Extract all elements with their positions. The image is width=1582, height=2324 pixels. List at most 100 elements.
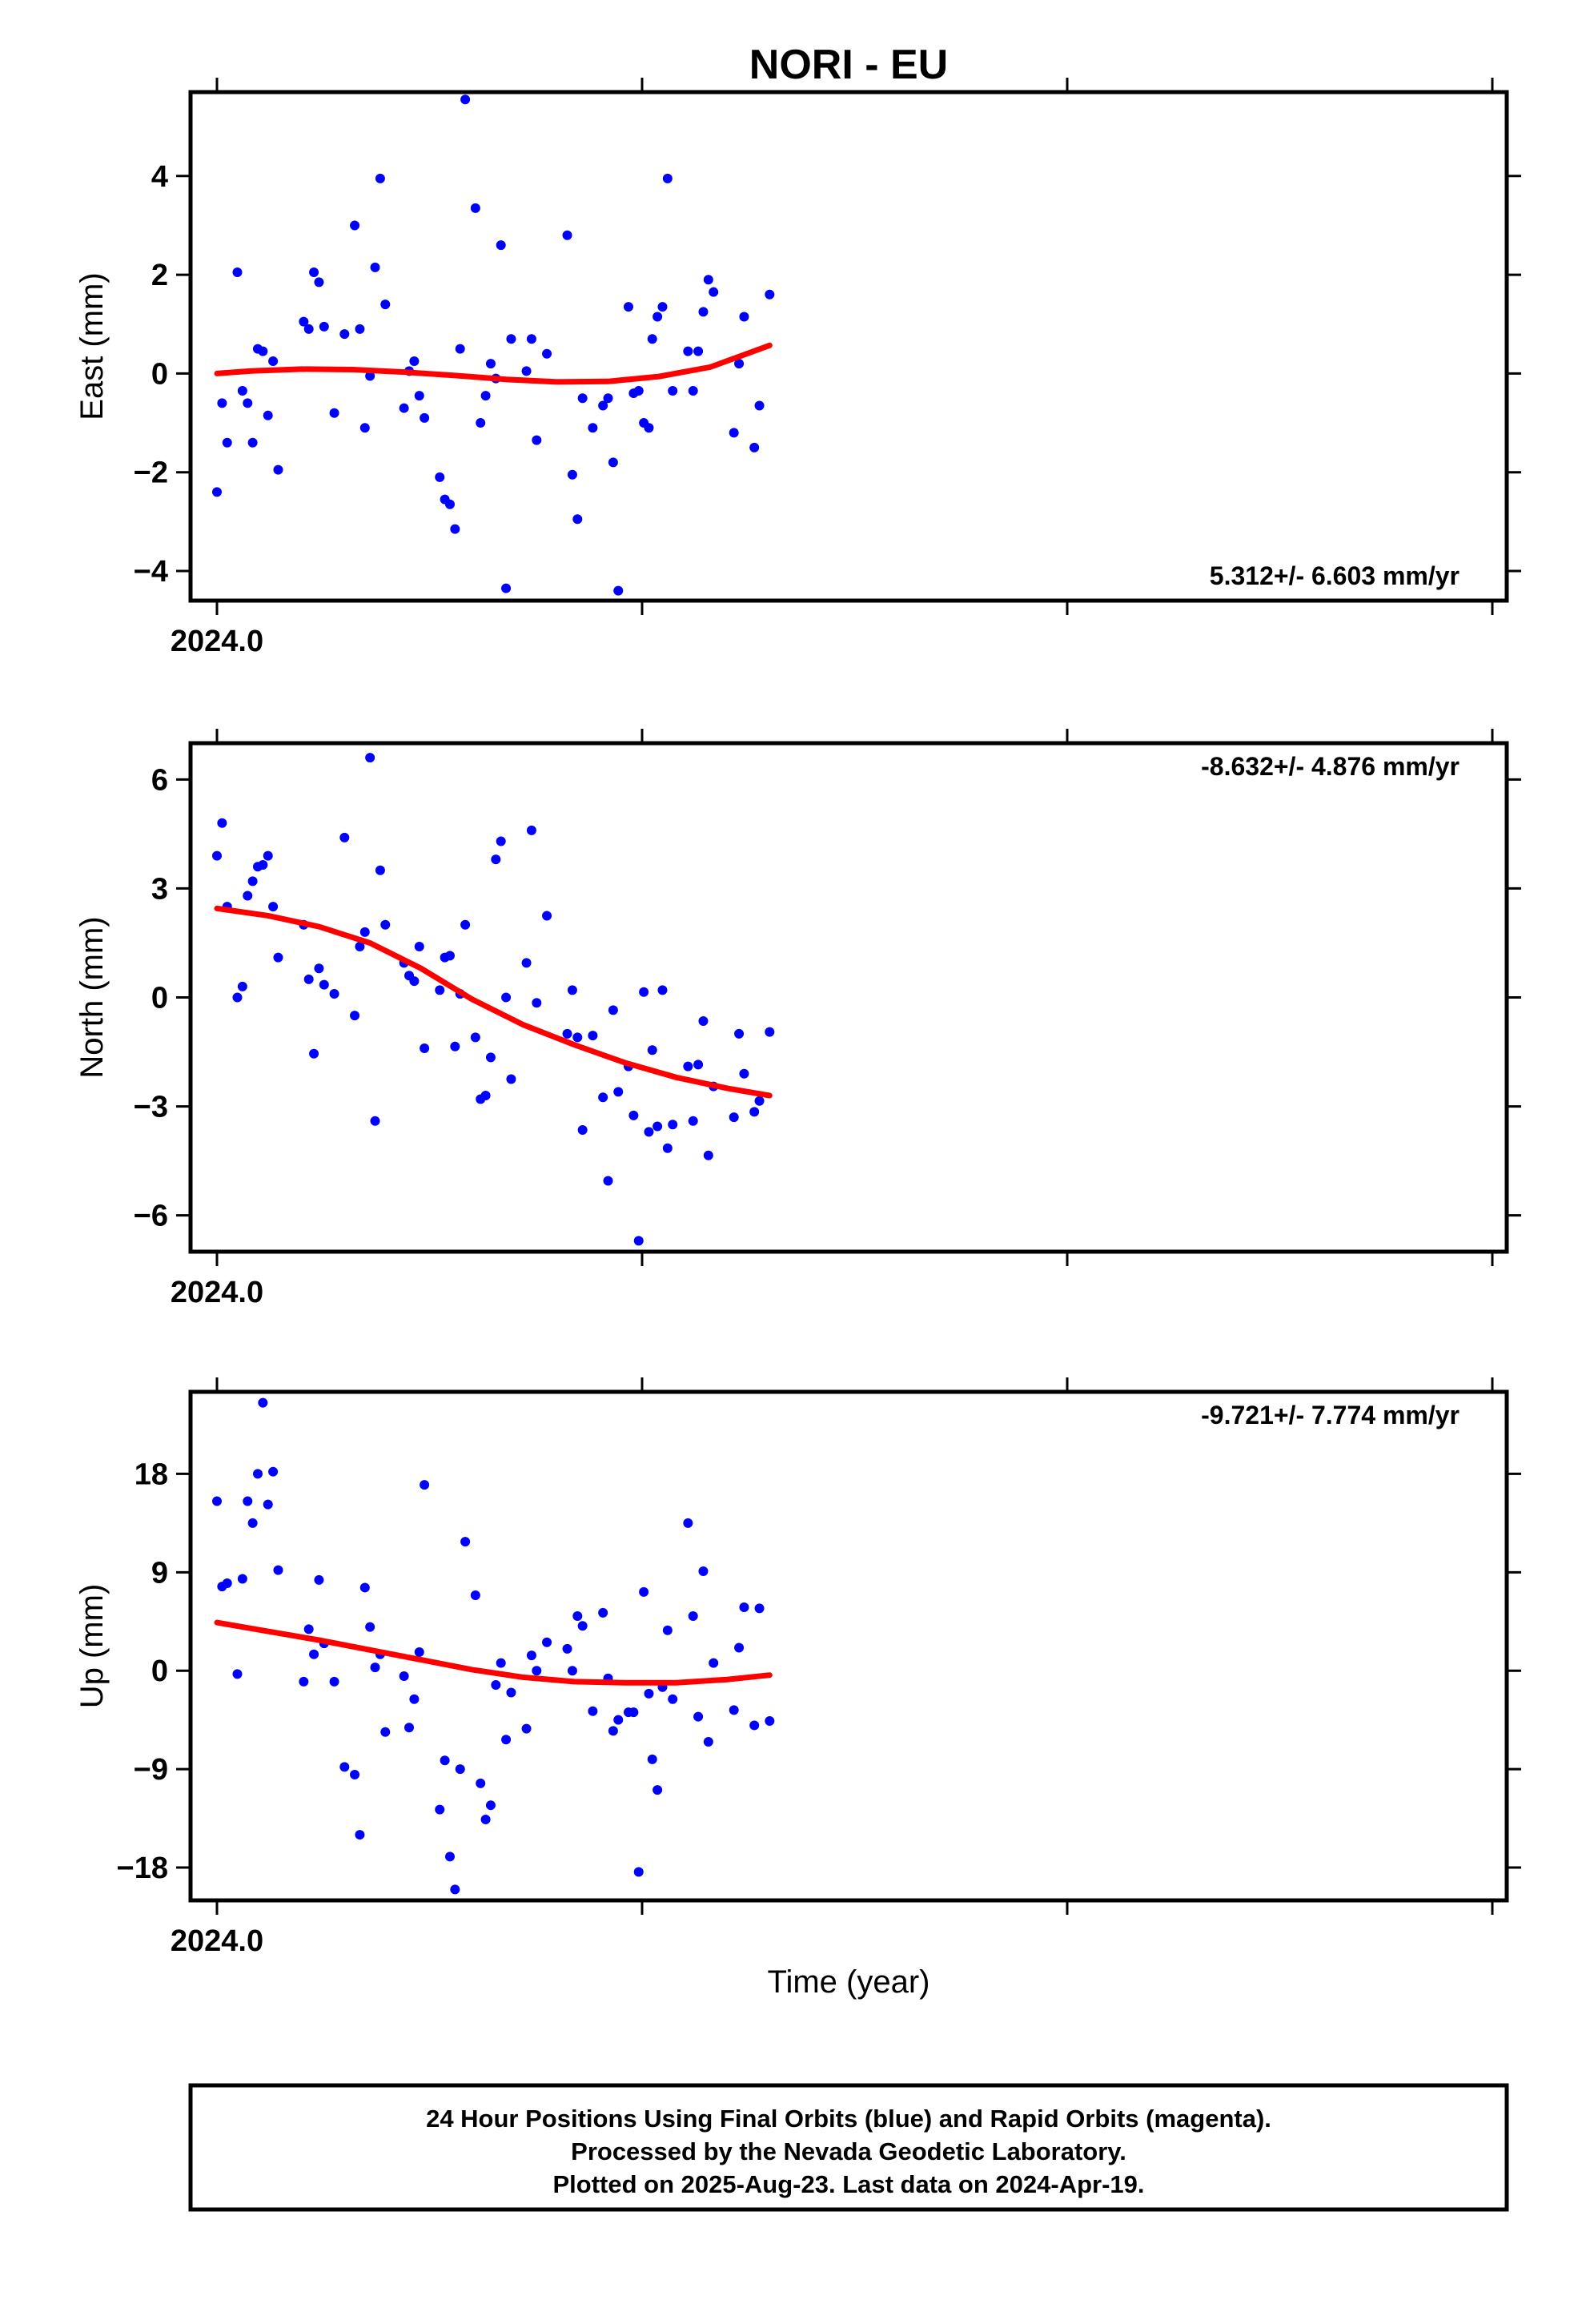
up-y-axis-label: Up (mm) — [74, 1584, 110, 1709]
east-rate-label: 5.312+/- 6.603 mm/yr — [1210, 561, 1460, 590]
data-point — [668, 1694, 678, 1704]
data-point — [588, 1706, 598, 1716]
data-point — [739, 1068, 749, 1079]
data-point — [506, 1074, 516, 1084]
data-point — [628, 1707, 639, 1718]
data-point — [729, 1705, 739, 1715]
data-point — [501, 583, 512, 593]
y-tick-label: 3 — [151, 872, 168, 906]
data-point — [420, 412, 430, 423]
footer-line-3: Plotted on 2025-Aug-23. Last data on 202… — [552, 2170, 1144, 2198]
data-point — [598, 400, 608, 411]
y-tick-label: −18 — [117, 1852, 168, 1885]
data-point — [683, 1518, 693, 1528]
data-point — [476, 1778, 486, 1788]
data-point — [247, 1518, 258, 1528]
data-point — [268, 356, 279, 366]
data-point — [491, 854, 501, 865]
data-point — [532, 435, 542, 445]
data-point — [480, 391, 491, 401]
data-point — [365, 371, 375, 381]
data-point — [319, 979, 329, 990]
data-point — [734, 1028, 745, 1039]
data-point — [734, 1642, 745, 1653]
data-point — [608, 457, 618, 468]
data-point — [749, 1720, 760, 1731]
data-point — [359, 1582, 370, 1593]
data-point — [319, 321, 329, 332]
data-point — [613, 1715, 624, 1725]
y-tick-label: −6 — [134, 1200, 168, 1233]
y-tick-label: 6 — [151, 763, 168, 797]
data-point — [380, 919, 391, 930]
data-point — [644, 1127, 654, 1137]
data-point — [263, 850, 273, 861]
data-point — [444, 1852, 455, 1862]
data-point — [222, 437, 232, 448]
data-point — [370, 1663, 380, 1673]
data-point — [339, 329, 350, 340]
data-point — [375, 865, 385, 875]
north-y-axis-label: North (mm) — [74, 916, 110, 1078]
footer-line-1: 24 Hour Positions Using Final Orbits (bl… — [426, 2105, 1271, 2133]
data-point — [258, 859, 268, 870]
data-point — [329, 408, 339, 418]
data-point — [639, 1586, 649, 1597]
data-point — [542, 1637, 552, 1647]
y-tick-label: 0 — [151, 1655, 168, 1688]
data-point — [729, 428, 739, 438]
data-point — [309, 1048, 319, 1059]
data-point — [435, 472, 445, 482]
data-point — [652, 1785, 663, 1795]
data-point — [608, 1005, 618, 1015]
data-point — [647, 1754, 657, 1764]
data-point — [749, 442, 760, 452]
data-point — [399, 403, 409, 413]
data-point — [754, 400, 765, 411]
data-point — [542, 348, 552, 359]
data-point — [624, 302, 634, 312]
data-point — [526, 334, 536, 344]
data-point — [370, 1116, 380, 1126]
data-point — [698, 307, 709, 317]
data-point — [496, 836, 506, 846]
data-point — [521, 1723, 532, 1734]
data-point — [693, 1711, 704, 1722]
data-point — [703, 275, 713, 285]
data-point — [526, 1651, 536, 1661]
data-point — [237, 981, 247, 991]
footer-line-2: Processed by the Nevada Geodetic Laborat… — [571, 2137, 1126, 2165]
data-point — [470, 203, 480, 213]
data-point — [420, 1043, 430, 1053]
y-tick-label: −3 — [134, 1091, 168, 1124]
data-point — [237, 1574, 247, 1584]
data-point — [217, 818, 227, 828]
data-point — [572, 514, 583, 525]
fit-curve — [214, 1619, 773, 1686]
north-plot-frame — [188, 741, 1509, 1254]
y-tick-label: 9 — [151, 1556, 168, 1590]
data-point — [562, 1028, 572, 1039]
data-point — [414, 391, 424, 401]
data-point — [662, 1143, 673, 1153]
data-point — [506, 1687, 516, 1698]
data-point — [698, 1566, 709, 1576]
data-point — [668, 1120, 678, 1130]
data-point — [243, 891, 253, 901]
data-point — [450, 1884, 460, 1895]
data-point — [375, 173, 385, 183]
data-point — [273, 952, 283, 963]
data-point — [460, 1537, 471, 1547]
data-point — [414, 1647, 424, 1658]
data-point — [662, 173, 673, 183]
data-point — [435, 985, 445, 995]
data-point — [496, 1658, 506, 1668]
data-point — [444, 499, 455, 509]
data-point — [698, 1015, 709, 1026]
footer-box: 24 Hour Positions Using Final Orbits (bl… — [188, 2083, 1509, 2212]
data-point — [754, 1096, 765, 1106]
data-point — [485, 1800, 496, 1811]
data-point — [252, 1469, 263, 1479]
data-point — [688, 1610, 698, 1621]
